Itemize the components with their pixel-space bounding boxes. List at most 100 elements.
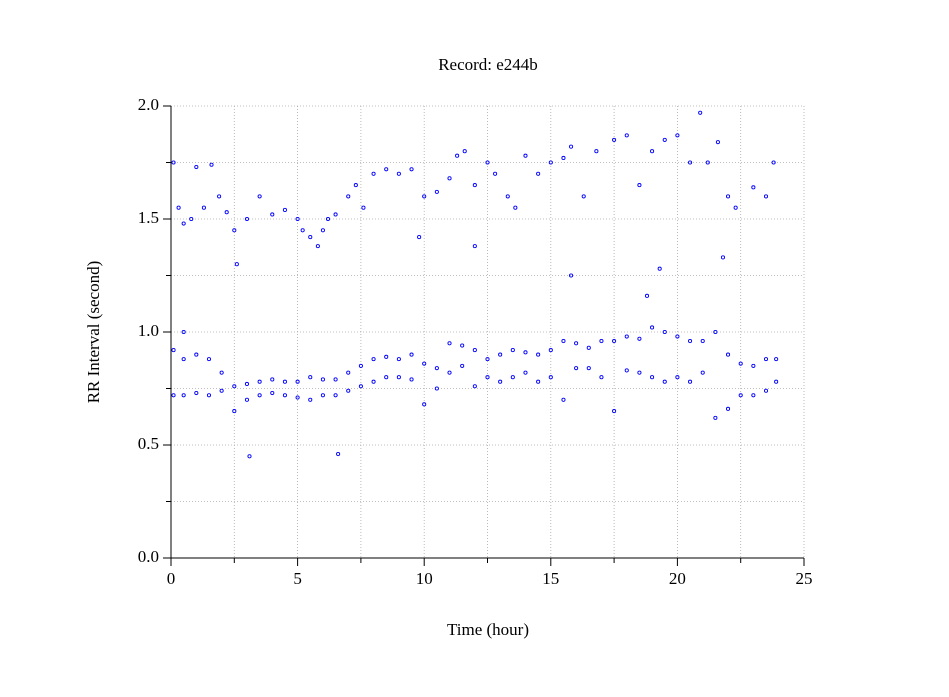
point: [270, 390, 275, 396]
point: [409, 377, 414, 382]
point: [371, 379, 376, 384]
y-tick-label: 2.0: [138, 95, 159, 114]
point: [523, 153, 528, 158]
point: [181, 393, 186, 398]
point: [763, 388, 769, 393]
point: [763, 194, 769, 199]
point: [422, 194, 427, 199]
point: [232, 228, 237, 233]
point: [751, 393, 756, 398]
point: [194, 390, 199, 396]
point: [346, 388, 351, 393]
point: [422, 361, 427, 366]
point: [594, 149, 599, 154]
point: [396, 171, 401, 176]
point: [320, 377, 325, 382]
point: [586, 366, 591, 371]
point: [209, 162, 214, 167]
point: [282, 393, 287, 398]
point: [485, 160, 490, 165]
x-tick-label: 20: [669, 569, 686, 588]
point: [650, 149, 655, 154]
y-tick-label: 1.5: [138, 208, 159, 227]
point: [333, 377, 338, 382]
point: [396, 375, 401, 380]
point: [548, 348, 553, 353]
point: [308, 375, 313, 380]
point: [612, 338, 617, 344]
point: [569, 273, 574, 278]
point: [434, 189, 439, 194]
point: [219, 370, 224, 375]
point: [586, 345, 591, 350]
point: [751, 185, 756, 190]
point: [738, 393, 743, 398]
y-tick-label: 0.5: [138, 434, 159, 453]
x-tick-label: 15: [542, 569, 559, 588]
point: [733, 205, 738, 210]
point: [774, 357, 779, 362]
point: [244, 397, 250, 402]
point: [700, 338, 705, 344]
point: [657, 266, 662, 271]
point: [189, 216, 194, 222]
x-tick-label: 5: [293, 569, 302, 588]
point: [725, 194, 731, 199]
point: [675, 375, 680, 380]
point: [561, 338, 566, 344]
point: [232, 409, 237, 414]
point: [194, 352, 199, 357]
x-tick-label: 25: [796, 569, 813, 588]
point: [624, 133, 629, 138]
point: [171, 160, 176, 165]
point: [763, 357, 769, 362]
point: [700, 370, 705, 375]
point: [409, 167, 414, 172]
y-tick-label: 0.0: [138, 547, 159, 566]
point: [409, 352, 414, 357]
point: [462, 149, 467, 154]
point: [713, 415, 718, 420]
point: [232, 384, 237, 389]
point: [536, 171, 541, 176]
point: [738, 361, 743, 366]
point: [771, 160, 776, 165]
point: [171, 393, 176, 398]
point: [325, 216, 331, 222]
point: [176, 205, 181, 210]
point: [336, 451, 341, 457]
point: [662, 379, 667, 384]
point: [675, 133, 680, 138]
point: [308, 397, 313, 402]
point: [523, 370, 528, 375]
point: [460, 343, 465, 348]
x-tick-label: 0: [167, 569, 176, 588]
point: [624, 368, 629, 373]
point: [637, 336, 642, 341]
point: [201, 205, 206, 210]
point: [713, 329, 718, 335]
point: [244, 381, 250, 387]
point: [644, 293, 650, 298]
point: [320, 228, 325, 233]
point: [371, 357, 376, 362]
point: [434, 386, 439, 391]
point: [624, 334, 629, 339]
point: [206, 393, 212, 398]
point: [561, 397, 566, 402]
point: [384, 167, 389, 172]
point: [485, 357, 490, 362]
point: [720, 255, 726, 260]
point: [308, 235, 313, 240]
x-axis-label: Time (hour): [447, 620, 529, 639]
point: [725, 406, 731, 411]
point: [498, 379, 503, 384]
point: [346, 370, 351, 375]
point: [358, 384, 363, 389]
point: [698, 110, 703, 115]
point: [282, 207, 287, 213]
point: [612, 137, 617, 142]
point: [650, 325, 655, 330]
point: [194, 164, 199, 170]
point: [333, 393, 338, 398]
